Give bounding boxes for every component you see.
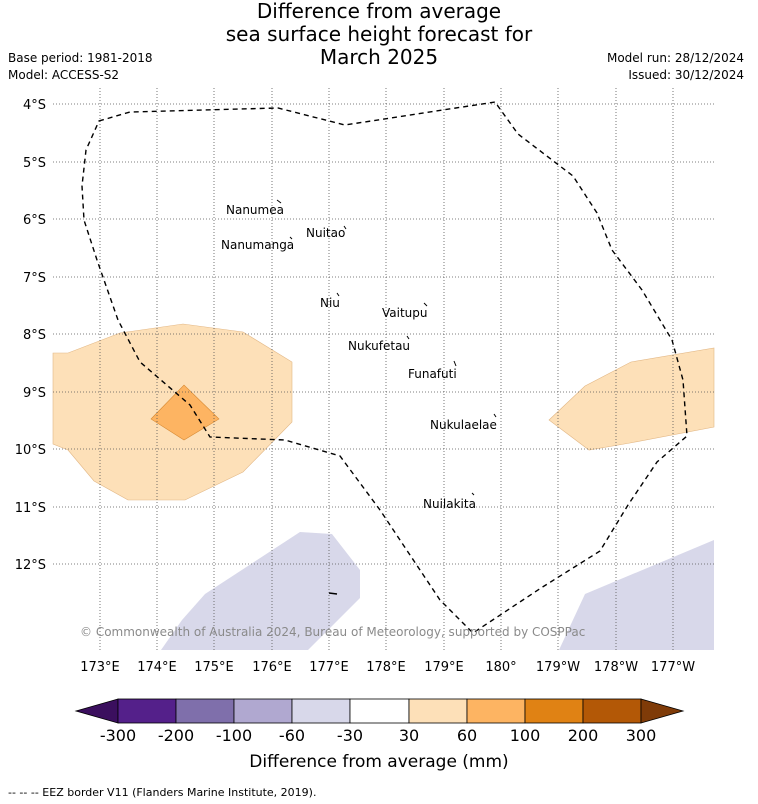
colorbar-tick: -30 <box>337 726 363 745</box>
colorbar-segment <box>175 698 235 724</box>
colorbar-tick: 100 <box>510 726 541 745</box>
place-label: Nukufetau <box>348 339 410 353</box>
place-label: Nuitao <box>306 226 345 240</box>
place-label: Nukulaelae <box>430 418 497 432</box>
lat-label: 12°S <box>15 558 46 573</box>
meta-right: Model run: 28/12/2024 Issued: 30/12/2024 <box>607 50 744 84</box>
lat-label: 7°S <box>23 271 46 286</box>
colorbar-tick: -300 <box>100 726 136 745</box>
nukulaelae-island <box>493 413 497 418</box>
colorbar-tick: -200 <box>158 726 194 745</box>
vaitupu-island <box>423 302 428 307</box>
lon-label: 177°W <box>651 660 695 675</box>
lon-label: 177°E <box>309 660 349 675</box>
colorbar-segment <box>233 698 293 724</box>
colorbar-ticks: -300 -200 -100 -60 -30 30 60 100 200 300 <box>100 726 656 745</box>
title-line-2: sea surface height forecast for <box>225 22 533 46</box>
eez-footnote: -- -- -- EEZ border V11 (Flanders Marine… <box>8 786 317 799</box>
lat-label: 9°S <box>23 386 46 401</box>
colorbar-segment <box>466 698 526 724</box>
colorbar-tick: 30 <box>399 726 419 745</box>
nanumanga-island <box>289 236 293 240</box>
colorbar-label: Difference from average (mm) <box>249 752 508 772</box>
lon-label: 173°E <box>80 660 120 675</box>
colorbar-segment <box>408 698 468 724</box>
place-label: Nanumea <box>226 203 284 217</box>
place-label: Funafuti <box>408 367 457 381</box>
lon-label: 178°E <box>366 660 406 675</box>
small-island-south <box>328 592 338 595</box>
lon-label: 180° <box>485 660 516 675</box>
place-labels: Nanumea Nuitao Nanumanga Niu Vaitupu Nuk… <box>221 203 497 511</box>
eez-border <box>81 101 688 634</box>
base-period: Base period: 1981-2018 <box>8 51 153 65</box>
lon-label: 179°W <box>536 660 580 675</box>
colorbar-segment <box>117 698 177 724</box>
model-name: Model: ACCESS-S2 <box>8 68 120 82</box>
funafuti-island <box>453 360 457 367</box>
colorbar-extend-high <box>640 698 685 724</box>
colorbar-segment <box>349 698 410 724</box>
lat-label: 11°S <box>15 501 46 516</box>
anomaly-region-west-dark <box>150 384 220 441</box>
copyright-notice: © Commonwealth of Australia 2024, Bureau… <box>80 625 585 639</box>
place-label: Nanumanga <box>221 238 294 252</box>
lat-label: 10°S <box>15 443 46 458</box>
longitude-labels: 173°E 174°E 175°E 176°E 177°E 178°E 179°… <box>80 660 695 675</box>
title-line-3: March 2025 <box>319 45 439 69</box>
title-line-1: Difference from average <box>256 0 502 23</box>
lon-label: 179°E <box>424 660 464 675</box>
colorbar-segment <box>291 698 351 724</box>
issued-date: Issued: 30/12/2024 <box>628 68 744 82</box>
place-label: Niu <box>320 296 340 310</box>
colorbar <box>74 698 685 724</box>
colorbar-tick: -100 <box>216 726 252 745</box>
colorbar-tick: 300 <box>626 726 657 745</box>
anomaly-region-south-lavender-1 <box>161 532 360 650</box>
meta-left: Base period: 1981-2018 Model: ACCESS-S2 <box>8 50 153 84</box>
gridlines <box>53 88 714 650</box>
lat-label: 8°S <box>23 328 46 343</box>
model-run: Model run: 28/12/2024 <box>606 51 744 65</box>
colorbar-tick: 60 <box>457 726 477 745</box>
anomaly-region-south-lavender-2 <box>559 540 714 650</box>
nukufetau-island <box>406 335 410 340</box>
lon-label: 175°E <box>194 660 234 675</box>
lon-label: 176°E <box>252 660 292 675</box>
colorbar-segment <box>524 698 584 724</box>
colorbar-extend-low <box>74 698 119 724</box>
lat-label: 6°S <box>23 213 46 228</box>
niu-island <box>336 292 340 297</box>
nuilakita-island <box>471 492 475 496</box>
lat-label: 4°S <box>23 98 46 113</box>
nanumea-island <box>276 199 282 204</box>
colorbar-tick: 200 <box>568 726 599 745</box>
lat-label: 5°S <box>23 156 46 171</box>
place-label: Vaitupu <box>382 306 428 320</box>
lon-label: 174°E <box>137 660 177 675</box>
nuitao-island <box>343 225 347 230</box>
island-marks <box>276 199 497 595</box>
colorbar-segment <box>582 698 642 724</box>
lon-label: 178°W <box>594 660 638 675</box>
chart-title: Difference from average sea surface heig… <box>0 0 758 69</box>
latitude-labels: 4°S 5°S 6°S 7°S 8°S 9°S 10°S 11°S 12°S <box>15 98 46 573</box>
place-label: Nuilakita <box>423 497 476 511</box>
colorbar-tick: -60 <box>279 726 305 745</box>
